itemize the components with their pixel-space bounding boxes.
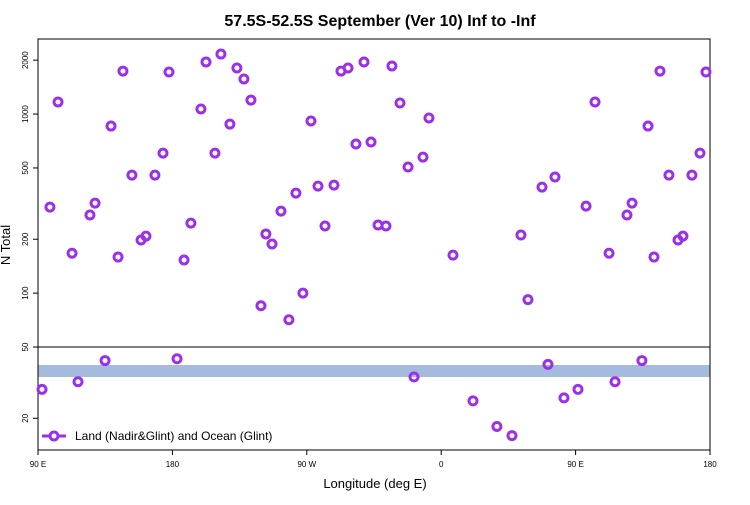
point [609, 376, 621, 388]
point [255, 300, 267, 312]
point [99, 355, 111, 367]
point [603, 247, 615, 259]
x-tick-label: 90 E [30, 460, 46, 469]
point [621, 209, 633, 221]
point [260, 228, 272, 240]
point [542, 358, 554, 370]
point [283, 314, 295, 326]
point [648, 251, 660, 263]
point [44, 201, 56, 213]
point [642, 120, 654, 132]
point [626, 197, 638, 209]
y-tick-label: 200 [21, 232, 30, 246]
point [126, 169, 138, 181]
point [506, 430, 518, 442]
point [238, 73, 250, 85]
point [305, 115, 317, 127]
point [178, 254, 190, 266]
point [319, 220, 331, 232]
point [654, 65, 666, 77]
legend-marker [48, 430, 60, 442]
x-axis-label: Longitude (deg E) [323, 476, 426, 491]
point [686, 169, 698, 181]
point [117, 65, 129, 77]
point [200, 56, 212, 68]
point [447, 249, 459, 261]
point [224, 118, 236, 130]
plot-layer: 90 E 180 90 W 0 90 E 180 20 50 100 200 500 1000 2000… [21, 48, 717, 469]
point [677, 230, 689, 242]
map-strip [38, 365, 710, 377]
point [112, 251, 124, 263]
x-tick-label: 90 W [297, 460, 316, 469]
point [297, 287, 309, 299]
y-tick-label: 1000 [21, 105, 30, 123]
point [536, 181, 548, 193]
point [515, 229, 527, 241]
point [275, 205, 287, 217]
point [402, 161, 414, 173]
point [491, 420, 503, 432]
point [589, 96, 601, 108]
point [663, 169, 675, 181]
point [694, 147, 706, 159]
point [408, 371, 420, 383]
y-tick-label: 20 [21, 413, 30, 422]
point [140, 230, 152, 242]
point [328, 179, 340, 191]
point [157, 147, 169, 159]
point [700, 66, 712, 78]
point [580, 200, 592, 212]
point [417, 151, 429, 163]
point [365, 136, 377, 148]
point [171, 353, 183, 365]
y-tick-label: 2000 [21, 51, 30, 69]
point [72, 376, 84, 388]
x-tick-label: 180 [703, 460, 717, 469]
point [215, 48, 227, 60]
y-tick-label: 500 [21, 161, 30, 175]
point [52, 96, 64, 108]
point [394, 97, 406, 109]
x-tick-label: 180 [166, 460, 180, 469]
point [558, 392, 570, 404]
x-tick-label: 0 [439, 460, 444, 469]
y-axis-label: N Total [0, 225, 13, 265]
point [185, 217, 197, 229]
point [195, 103, 207, 115]
point [358, 56, 370, 68]
point [636, 355, 648, 367]
point [350, 138, 362, 150]
point [467, 395, 479, 407]
point [522, 294, 534, 306]
point [89, 197, 101, 209]
point [105, 120, 117, 132]
chart-title: 57.5S-52.5S September (Ver 10) Inf to -I… [224, 13, 536, 30]
point [266, 238, 278, 250]
point [386, 60, 398, 72]
legend-label: Land (Nadir&Glint) and Ocean (Glint) [75, 429, 272, 443]
point [209, 147, 221, 159]
point [245, 94, 257, 106]
point [163, 66, 175, 78]
point [312, 180, 324, 192]
y-tick-label: 50 [21, 342, 30, 351]
point [84, 209, 96, 221]
point [231, 62, 243, 74]
point [149, 169, 161, 181]
point [572, 383, 584, 395]
point [549, 171, 561, 183]
plot-frame [37, 38, 711, 451]
point [66, 247, 78, 259]
point [36, 383, 48, 395]
point [290, 187, 302, 199]
point [342, 62, 354, 74]
point [423, 112, 435, 124]
x-tick-label: 90 E [567, 460, 583, 469]
y-tick-label: 100 [21, 286, 30, 300]
point [380, 220, 392, 232]
